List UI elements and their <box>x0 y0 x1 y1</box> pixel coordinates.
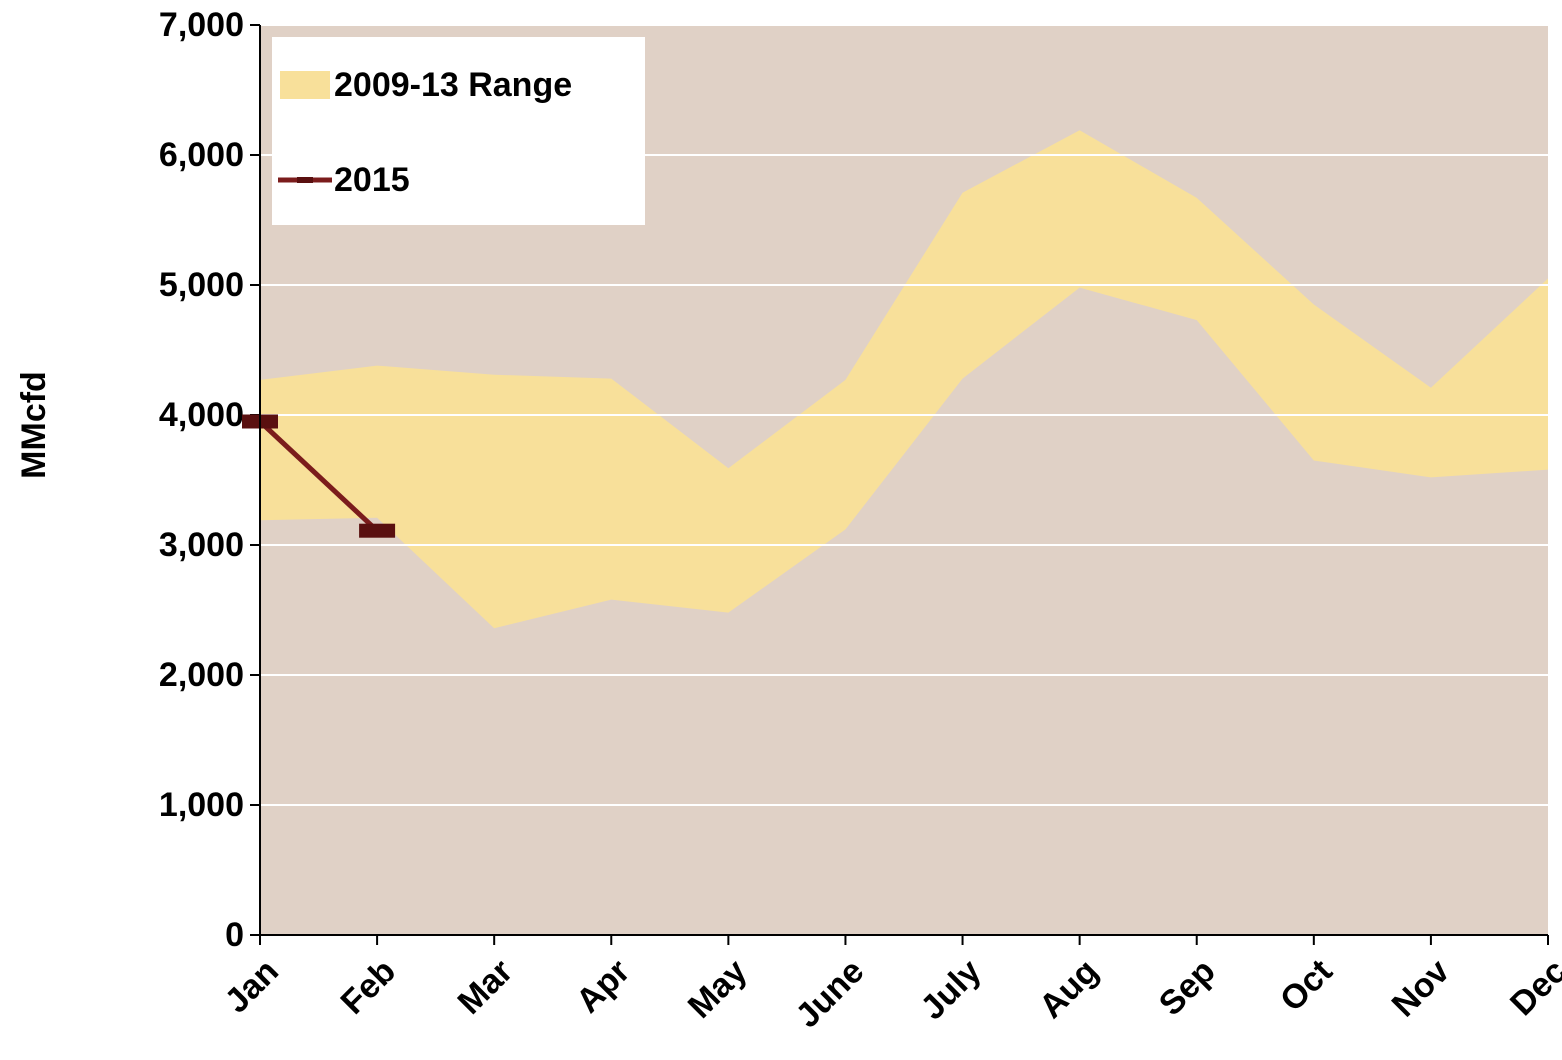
x-tick-label: July <box>914 952 989 1027</box>
x-tick-label: May <box>681 952 755 1026</box>
x-tick-label: Feb <box>333 952 403 1022</box>
y-tick-label: 2,000 <box>159 656 244 694</box>
x-tick-label: Sep <box>1152 952 1223 1023</box>
legend-label: 2009-13 Range <box>334 66 572 104</box>
y-tick-label: 1,000 <box>159 786 244 824</box>
range-area <box>260 130 1548 629</box>
legend-marker <box>297 177 313 183</box>
y-axis-label: MMcfd <box>15 371 53 479</box>
y-tick-label: 7,000 <box>159 6 244 44</box>
y-tick-label: 0 <box>225 916 244 954</box>
x-tick-label: Apr <box>569 952 637 1020</box>
y-tick-label: 5,000 <box>159 266 244 304</box>
y-tick-label: 6,000 <box>159 136 244 174</box>
x-tick-label: June <box>788 952 871 1035</box>
x-tick-label: Mar <box>451 952 521 1022</box>
legend-swatch <box>280 71 330 99</box>
legend-box <box>272 37 645 225</box>
line <box>258 419 379 533</box>
x-tick-label: Jan <box>218 952 286 1020</box>
marker <box>359 523 396 538</box>
x-tick-label: Nov <box>1385 952 1457 1024</box>
x-tick-label: Aug <box>1032 952 1106 1026</box>
x-tick-label: Oct <box>1273 952 1340 1019</box>
y-tick-label: 4,000 <box>159 396 244 434</box>
legend-label: 2015 <box>334 161 410 199</box>
y-tick-label: 3,000 <box>159 526 244 564</box>
x-tick-label: Dec <box>1503 952 1562 1023</box>
